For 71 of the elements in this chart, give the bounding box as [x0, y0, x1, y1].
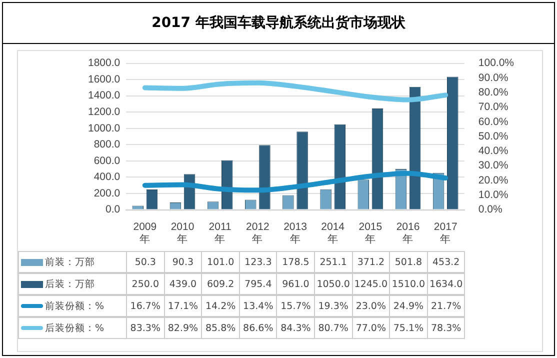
data-label: 16.7% [126, 295, 165, 317]
x-tick-label: 2009年 [133, 220, 157, 246]
data-label: 21.7% [426, 295, 466, 317]
data-label: 84.3% [276, 317, 316, 339]
y2-tick-label: 20.0% [478, 174, 508, 186]
data-label: 123.3 [238, 251, 278, 273]
data-label: 23.0% [352, 295, 390, 317]
y-tick-label: 1000.0 [88, 122, 120, 134]
y2-tick-label: 60.0% [478, 116, 508, 128]
y2-tick-label: 100.0% [478, 57, 514, 70]
data-label: 251.1 [314, 251, 353, 273]
y2-tick-label: 30.0% [478, 160, 508, 172]
data-label: 24.9% [389, 295, 428, 317]
data-label: 14.2% [201, 295, 240, 317]
chart-title: 2017 年我国车载导航系统出货市场现状 [3, 3, 554, 44]
data-label: 17.1% [164, 295, 202, 317]
x-tick-label: 2014年 [321, 220, 345, 246]
data-label: 83.3% [126, 317, 165, 339]
y-tick-label: 0.0 [106, 204, 120, 216]
data-label: 75.1% [389, 317, 428, 339]
data-label: 50.3 [126, 251, 165, 273]
data-label: 609.2 [201, 273, 240, 295]
legend-label: 后装：万部 [18, 273, 128, 295]
data-label: 85.8% [201, 317, 240, 339]
legend-label: 前装：万部 [18, 251, 128, 273]
data-label: 371.2 [352, 251, 390, 273]
data-label: 501.8 [389, 251, 428, 273]
data-label: 1245.0 [352, 273, 390, 295]
x-tick-label: 2015年 [358, 220, 382, 246]
data-label: 13.4% [238, 295, 278, 317]
data-label: 101.0 [201, 251, 240, 273]
y-tick-label: 1800.0 [88, 57, 120, 70]
data-label: 1050.0 [314, 273, 353, 295]
y2-tick-label: 50.0% [478, 130, 508, 142]
y-tick-label: 1600.0 [88, 73, 120, 86]
data-label: 15.7% [276, 295, 316, 317]
data-label: 1510.0 [389, 273, 428, 295]
x-tick-label: 2011年 [208, 220, 232, 246]
y-tick-label: 200.0 [94, 187, 120, 200]
y2-tick-label: 10.0% [478, 189, 508, 202]
data-label: 795.4 [238, 273, 278, 295]
data-label: 1634.0 [426, 273, 466, 295]
y-tick-label: 1200.0 [88, 106, 120, 118]
data-label: 90.3 [164, 251, 202, 273]
data-label: 86.6% [238, 317, 278, 339]
x-tick-label: 2012年 [246, 220, 270, 246]
data-label: 250.0 [126, 273, 165, 295]
data-label: 19.3% [314, 295, 353, 317]
data-label: 77.0% [352, 317, 390, 339]
legend-label: 后装份额：% [18, 317, 128, 339]
data-label: 82.9% [164, 317, 202, 339]
x-tick-label: 2013年 [284, 220, 308, 246]
y-tick-label: 800.0 [94, 138, 120, 151]
y2-tick-label: 70.0% [478, 101, 508, 114]
data-label: 178.5 [276, 251, 316, 273]
y-tick-label: 1400.0 [88, 90, 120, 102]
y2-tick-label: 0.0% [478, 204, 502, 216]
x-tick-label: 2010年 [170, 220, 194, 246]
data-label: 961.0 [276, 273, 316, 295]
data-label: 80.7% [314, 317, 353, 339]
y-tick-label: 600.0 [94, 154, 120, 167]
data-label: 78.3% [426, 317, 466, 339]
x-tick-label: 2017年 [434, 220, 458, 246]
y-tick-label: 400.0 [94, 171, 120, 184]
legend-label: 前装份额：% [18, 295, 128, 317]
data-label: 439.0 [164, 273, 202, 295]
x-tick-label: 2016年 [396, 220, 420, 246]
y2-tick-label: 80.0% [478, 86, 508, 98]
data-label: 453.2 [426, 251, 466, 273]
y2-tick-label: 40.0% [478, 145, 508, 158]
y2-tick-label: 90.0% [478, 72, 508, 84]
